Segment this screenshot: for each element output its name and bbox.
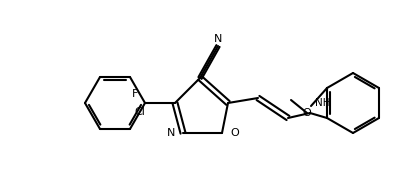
- Text: NH: NH: [315, 98, 330, 108]
- Text: F: F: [132, 89, 139, 99]
- Text: N: N: [167, 128, 175, 138]
- Text: Cl: Cl: [134, 107, 145, 117]
- Text: N: N: [214, 34, 222, 44]
- Text: O: O: [302, 108, 311, 118]
- Text: O: O: [230, 128, 239, 138]
